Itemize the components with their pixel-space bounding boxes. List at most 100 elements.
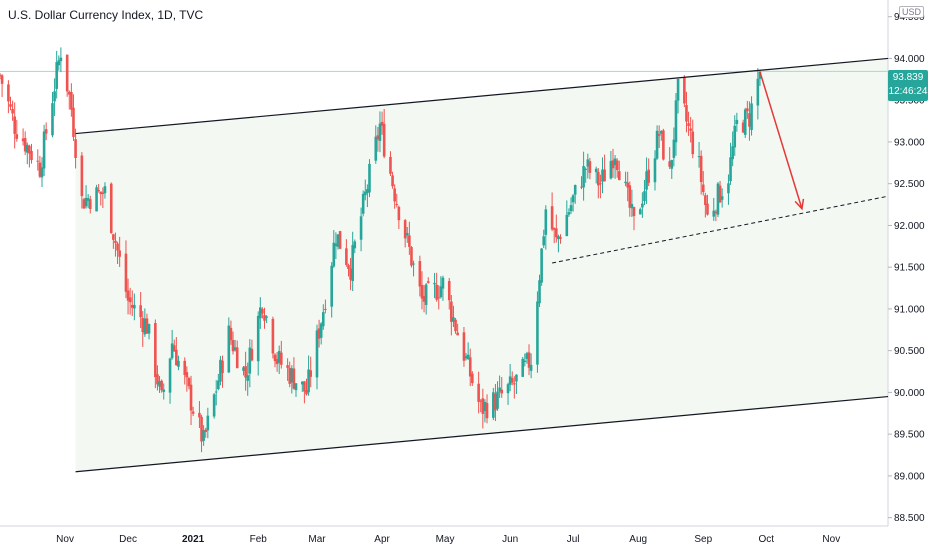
candle-body (261, 309, 264, 314)
candle-body (508, 376, 512, 385)
candle-body (271, 318, 275, 354)
candle-body (527, 352, 531, 368)
candle-body (191, 411, 195, 414)
candle-body (229, 327, 233, 341)
candle-body (40, 167, 44, 178)
candle-body (189, 384, 193, 411)
candle-body (200, 416, 203, 442)
y-tick-label: 91.000 (894, 304, 925, 315)
candle-body (294, 383, 298, 391)
candle-body (290, 368, 294, 383)
candle-body (464, 356, 468, 359)
candle-body (347, 265, 350, 269)
candle-body (0, 74, 2, 76)
candle-body (288, 367, 292, 384)
candle-body (418, 261, 422, 287)
candle-body (628, 185, 632, 208)
candle-body (626, 182, 629, 188)
candle-body (485, 403, 489, 419)
candle-body (510, 378, 514, 383)
candle-body (351, 245, 354, 282)
candle-body (450, 301, 453, 322)
projection-arrow-head (794, 198, 805, 211)
candle-body (645, 171, 648, 190)
candle-body (114, 240, 117, 243)
candle-body (515, 374, 518, 382)
candle-body (206, 415, 210, 431)
candle-body (513, 383, 516, 385)
candle-body (21, 138, 25, 142)
candle-body (139, 305, 142, 318)
candle-body (542, 236, 546, 246)
candle-body (647, 169, 650, 183)
candle-body (256, 315, 260, 362)
candle-body (395, 204, 399, 206)
candle-body (550, 206, 554, 230)
candle-body (735, 119, 739, 125)
candle-body (303, 381, 306, 392)
candle-body (317, 328, 321, 339)
candle-body (706, 203, 709, 215)
candle-body (569, 205, 573, 212)
candle-body (521, 358, 525, 377)
candle-body (231, 340, 235, 352)
y-tick-label: 94.000 (894, 54, 925, 65)
candle-body (462, 332, 466, 361)
candle-body (412, 263, 415, 265)
candle-body (162, 389, 166, 392)
candle-body (559, 237, 562, 239)
candle-body (714, 211, 718, 214)
candle-body (233, 347, 237, 351)
candle-body (748, 113, 751, 127)
candle-body (447, 280, 451, 301)
candle-body (382, 123, 386, 157)
candle-body (0, 75, 4, 84)
candle-body (160, 380, 163, 391)
candle-body (483, 401, 487, 412)
candle-body (615, 160, 619, 171)
candle-body (172, 345, 176, 352)
candle-body (280, 352, 283, 365)
x-tick-label: Nov (822, 534, 840, 545)
candle-body (259, 307, 262, 319)
candle-body (544, 209, 548, 235)
x-tick-label: Jun (502, 534, 518, 545)
candle-body (332, 242, 336, 267)
candle-body (15, 134, 19, 139)
candle-body (555, 228, 558, 238)
candle-body (30, 150, 33, 161)
candle-body (506, 384, 510, 394)
candle-body (9, 104, 12, 107)
candle-body (28, 145, 31, 154)
candle-body (374, 136, 378, 161)
candle-body (437, 297, 441, 299)
candle-body (586, 159, 590, 167)
x-tick-label: Oct (758, 534, 774, 545)
y-tick-label: 93.000 (894, 137, 925, 148)
candle-body (221, 360, 224, 374)
candle-body (731, 146, 734, 160)
candle-body (55, 62, 58, 89)
candle-body (584, 168, 588, 170)
projection-arrow (759, 71, 803, 209)
candles (0, 47, 762, 453)
candle-body (701, 184, 705, 193)
candle-body (185, 372, 189, 378)
candle-body (334, 243, 338, 246)
x-tick-label: Sep (694, 534, 712, 545)
candle-body (219, 359, 222, 382)
candle-body (156, 374, 159, 385)
x-tick-label: Nov (56, 534, 74, 545)
candle-body (330, 265, 333, 307)
candle-body (676, 78, 680, 101)
candle-body (405, 233, 409, 236)
candle-body (57, 60, 61, 66)
candle-body (376, 135, 380, 140)
y-tick-label: 93.500 (894, 96, 925, 107)
candle-body (324, 308, 327, 310)
candle-body (674, 100, 678, 143)
candle-body (393, 188, 396, 202)
candle-body (366, 189, 369, 194)
currency-unit-badge[interactable]: USD (898, 6, 924, 18)
